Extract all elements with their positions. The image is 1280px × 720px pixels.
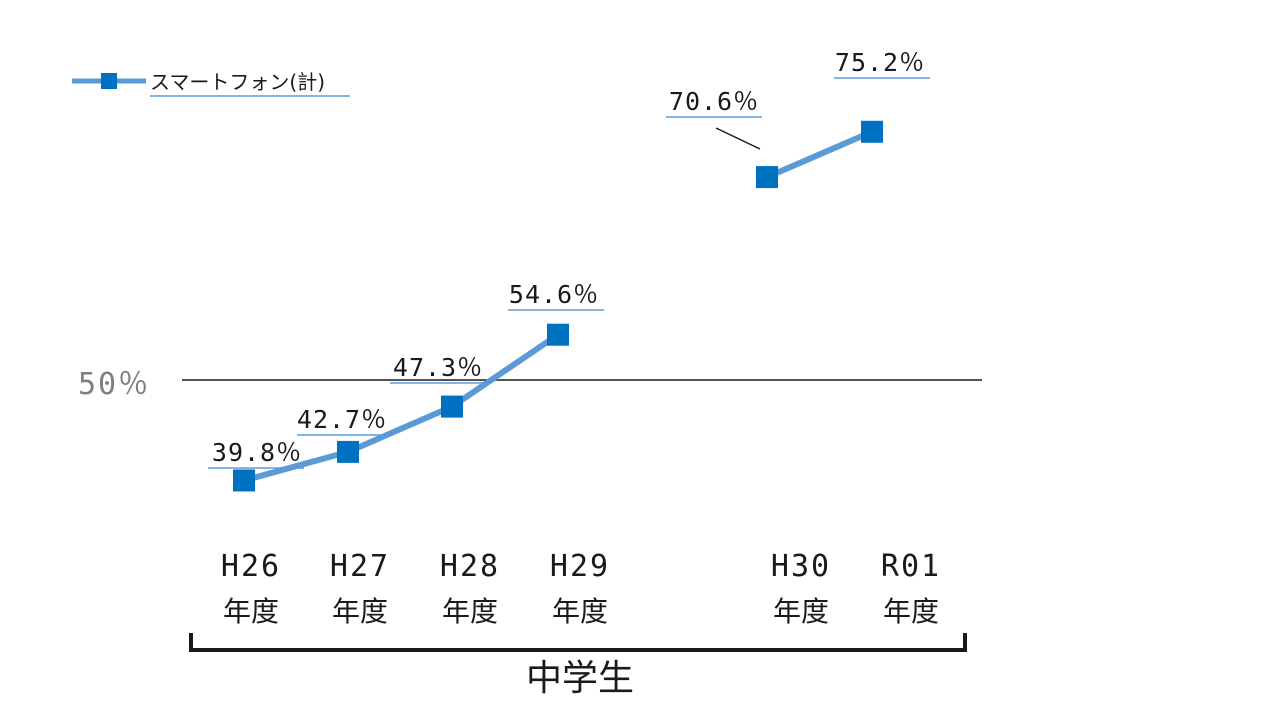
legend-label: スマートフォン(計) <box>150 70 325 94</box>
series-line-segment-1 <box>241 331 561 484</box>
data-label-h27: 42.7％ <box>297 405 387 434</box>
x-tick-label: H26 <box>221 549 281 584</box>
x-axis: H26 年度 H27 年度 H28 年度 H29 年度 H30 年度 R01 年度 <box>221 549 941 628</box>
x-tick-label: H30 <box>771 549 831 584</box>
data-label-r01: 75.2％ <box>835 48 925 77</box>
x-tick-label: H29 <box>550 549 610 584</box>
series-layer <box>233 120 883 492</box>
data-point-h29 <box>547 323 569 346</box>
legend: スマートフォン(計) <box>72 70 350 97</box>
x-tick-suffix: 年度 <box>223 595 279 628</box>
data-point-h30 <box>756 166 778 189</box>
leader-line <box>715 127 761 150</box>
x-tick-suffix: 年度 <box>332 595 388 628</box>
label-layer: 39.8％ 42.7％47.3％ 54.6％ 70.6％ 75.2％ <box>208 48 930 469</box>
data-point-r01 <box>861 120 883 143</box>
x-tick-suffix: 年度 <box>773 595 829 628</box>
series-line-segment-2 <box>764 128 875 181</box>
x-tick-suffix: 年度 <box>552 595 608 628</box>
legend-marker <box>101 73 117 89</box>
x-tick-suffix: 年度 <box>442 595 498 628</box>
data-point-h27 <box>337 440 359 463</box>
x-tick-label: R01 <box>881 549 941 584</box>
group-label: 中学生 <box>526 658 634 699</box>
data-label-h29: 54.6％ <box>509 280 599 309</box>
x-tick-label: H27 <box>330 549 390 584</box>
data-label-h28: 47.3％ <box>393 353 483 382</box>
data-point-h28 <box>441 395 463 418</box>
data-point-h26 <box>233 469 255 492</box>
x-tick-label: H28 <box>440 549 500 584</box>
reference-label: 50％ <box>78 367 150 402</box>
data-label-h30: 70.6％ <box>669 87 759 116</box>
x-tick-suffix: 年度 <box>883 595 939 628</box>
data-label-h26: 39.8％ <box>212 438 302 467</box>
reference: 50％ <box>78 367 982 402</box>
group-bracket: 中学生 <box>189 633 967 699</box>
